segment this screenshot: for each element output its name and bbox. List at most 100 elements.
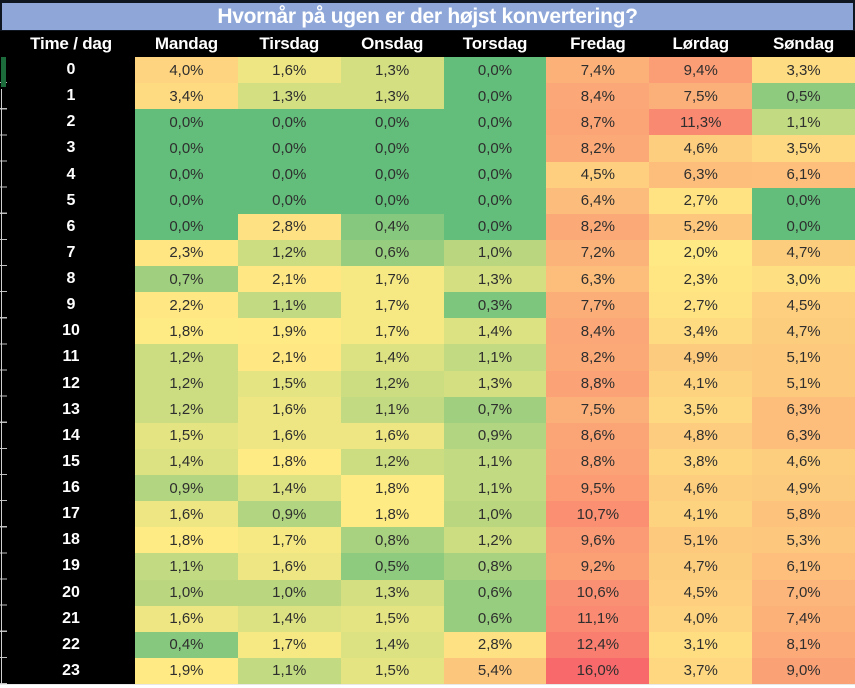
heatmap-cell[interactable]: 8,2% <box>546 135 650 162</box>
heatmap-cell[interactable]: 1,1% <box>237 657 341 684</box>
column-header-day[interactable]: Fredag <box>546 31 650 57</box>
heatmap-cell[interactable]: 4,9% <box>649 344 753 371</box>
heatmap-cell[interactable]: 4,7% <box>752 318 855 345</box>
heatmap-cell[interactable]: 0,6% <box>443 605 547 632</box>
heatmap-cell[interactable]: 7,0% <box>752 579 855 606</box>
heatmap-cell[interactable]: 1,1% <box>752 109 855 136</box>
row-header-hour[interactable]: 17 <box>7 501 135 528</box>
heatmap-cell[interactable]: 3,5% <box>649 396 753 423</box>
heatmap-cell[interactable]: 3,4% <box>135 83 238 110</box>
heatmap-cell[interactable]: 1,8% <box>237 448 341 475</box>
row-header-hour[interactable]: 8 <box>7 266 135 293</box>
heatmap-cell[interactable]: 0,0% <box>340 161 444 188</box>
heatmap-cell[interactable]: 4,9% <box>752 475 855 502</box>
heatmap-cell[interactable]: 12,4% <box>546 631 650 658</box>
row-header-hour[interactable]: 5 <box>7 187 135 214</box>
heatmap-cell[interactable]: 4,7% <box>649 553 753 580</box>
heatmap-cell[interactable]: 4,1% <box>649 370 753 397</box>
heatmap-cell[interactable]: 0,9% <box>443 422 547 449</box>
row-header-hour[interactable]: 0 <box>7 57 135 84</box>
heatmap-cell[interactable]: 4,6% <box>752 448 855 475</box>
heatmap-cell[interactable]: 1,3% <box>443 266 547 293</box>
row-header-hour[interactable]: 23 <box>7 657 135 684</box>
heatmap-cell[interactable]: 1,1% <box>135 553 238 580</box>
heatmap-cell[interactable]: 7,4% <box>546 57 650 84</box>
heatmap-cell[interactable]: 3,0% <box>752 266 855 293</box>
heatmap-cell[interactable]: 1,5% <box>340 605 444 632</box>
heatmap-cell[interactable]: 1,6% <box>237 57 341 84</box>
heatmap-cell[interactable]: 4,5% <box>546 161 650 188</box>
heatmap-cell[interactable]: 8,1% <box>752 631 855 658</box>
row-header-hour[interactable]: 10 <box>7 318 135 345</box>
heatmap-cell[interactable]: 9,0% <box>752 657 855 684</box>
heatmap-cell[interactable]: 7,4% <box>752 605 855 632</box>
heatmap-cell[interactable]: 1,1% <box>443 344 547 371</box>
heatmap-cell[interactable]: 0,8% <box>443 553 547 580</box>
heatmap-cell[interactable]: 1,6% <box>340 422 444 449</box>
heatmap-cell[interactable]: 9,5% <box>546 475 650 502</box>
row-header-hour[interactable]: 15 <box>7 448 135 475</box>
heatmap-cell[interactable]: 0,4% <box>340 213 444 240</box>
corner-header[interactable]: Time / dag <box>7 31 135 57</box>
heatmap-cell[interactable]: 8,2% <box>546 344 650 371</box>
heatmap-cell[interactable]: 3,5% <box>752 135 855 162</box>
heatmap-cell[interactable]: 11,1% <box>546 605 650 632</box>
heatmap-cell[interactable]: 5,3% <box>752 527 855 554</box>
heatmap-cell[interactable]: 1,7% <box>237 527 341 554</box>
row-header-hour[interactable]: 3 <box>7 135 135 162</box>
heatmap-cell[interactable]: 2,8% <box>443 631 547 658</box>
heatmap-cell[interactable]: 1,7% <box>340 318 444 345</box>
column-header-day[interactable]: Mandag <box>135 31 238 57</box>
heatmap-cell[interactable]: 4,1% <box>649 501 753 528</box>
heatmap-cell[interactable]: 1,1% <box>237 292 341 319</box>
heatmap-cell[interactable]: 7,2% <box>546 239 650 266</box>
column-header-day[interactable]: Torsdag <box>443 31 547 57</box>
heatmap-cell[interactable]: 1,5% <box>340 657 444 684</box>
heatmap-cell[interactable]: 6,3% <box>649 161 753 188</box>
heatmap-cell[interactable]: 1,7% <box>340 266 444 293</box>
heatmap-cell[interactable]: 2,1% <box>237 266 341 293</box>
heatmap-cell[interactable]: 1,3% <box>340 83 444 110</box>
heatmap-cell[interactable]: 1,6% <box>135 501 238 528</box>
heatmap-cell[interactable]: 0,0% <box>752 187 855 214</box>
heatmap-cell[interactable]: 0,4% <box>135 631 238 658</box>
heatmap-cell[interactable]: 0,9% <box>135 475 238 502</box>
heatmap-cell[interactable]: 5,1% <box>649 527 753 554</box>
row-header-hour[interactable]: 11 <box>7 344 135 371</box>
heatmap-cell[interactable]: 1,2% <box>135 396 238 423</box>
heatmap-cell[interactable]: 0,0% <box>443 57 547 84</box>
heatmap-cell[interactable]: 0,8% <box>340 527 444 554</box>
row-header-hour[interactable]: 16 <box>7 475 135 502</box>
heatmap-cell[interactable]: 1,6% <box>237 553 341 580</box>
heatmap-cell[interactable]: 1,3% <box>237 83 341 110</box>
heatmap-cell[interactable]: 1,5% <box>237 370 341 397</box>
row-header-hour[interactable]: 6 <box>7 213 135 240</box>
heatmap-cell[interactable]: 1,3% <box>340 579 444 606</box>
heatmap-cell[interactable]: 1,3% <box>340 57 444 84</box>
heatmap-cell[interactable]: 6,3% <box>546 266 650 293</box>
heatmap-cell[interactable]: 0,5% <box>752 83 855 110</box>
heatmap-cell[interactable]: 3,3% <box>752 57 855 84</box>
heatmap-cell[interactable]: 8,8% <box>546 370 650 397</box>
heatmap-cell[interactable]: 5,1% <box>752 370 855 397</box>
heatmap-cell[interactable]: 4,0% <box>649 605 753 632</box>
heatmap-cell[interactable]: 10,7% <box>546 501 650 528</box>
heatmap-cell[interactable]: 6,1% <box>752 553 855 580</box>
row-header-hour[interactable]: 22 <box>7 631 135 658</box>
heatmap-cell[interactable]: 9,4% <box>649 57 753 84</box>
heatmap-cell[interactable]: 3,1% <box>649 631 753 658</box>
row-header-hour[interactable]: 2 <box>7 109 135 136</box>
row-header-hour[interactable]: 14 <box>7 422 135 449</box>
heatmap-cell[interactable]: 16,0% <box>546 657 650 684</box>
heatmap-cell[interactable]: 1,6% <box>237 422 341 449</box>
heatmap-cell[interactable]: 1,8% <box>135 318 238 345</box>
row-header-hour[interactable]: 18 <box>7 527 135 554</box>
heatmap-cell[interactable]: 2,0% <box>649 239 753 266</box>
heatmap-cell[interactable]: 0,0% <box>237 109 341 136</box>
heatmap-cell[interactable]: 1,0% <box>237 579 341 606</box>
heatmap-cell[interactable]: 5,8% <box>752 501 855 528</box>
heatmap-cell[interactable]: 9,6% <box>546 527 650 554</box>
heatmap-cell[interactable]: 0,0% <box>443 161 547 188</box>
heatmap-cell[interactable]: 8,4% <box>546 83 650 110</box>
heatmap-cell[interactable]: 0,5% <box>340 553 444 580</box>
